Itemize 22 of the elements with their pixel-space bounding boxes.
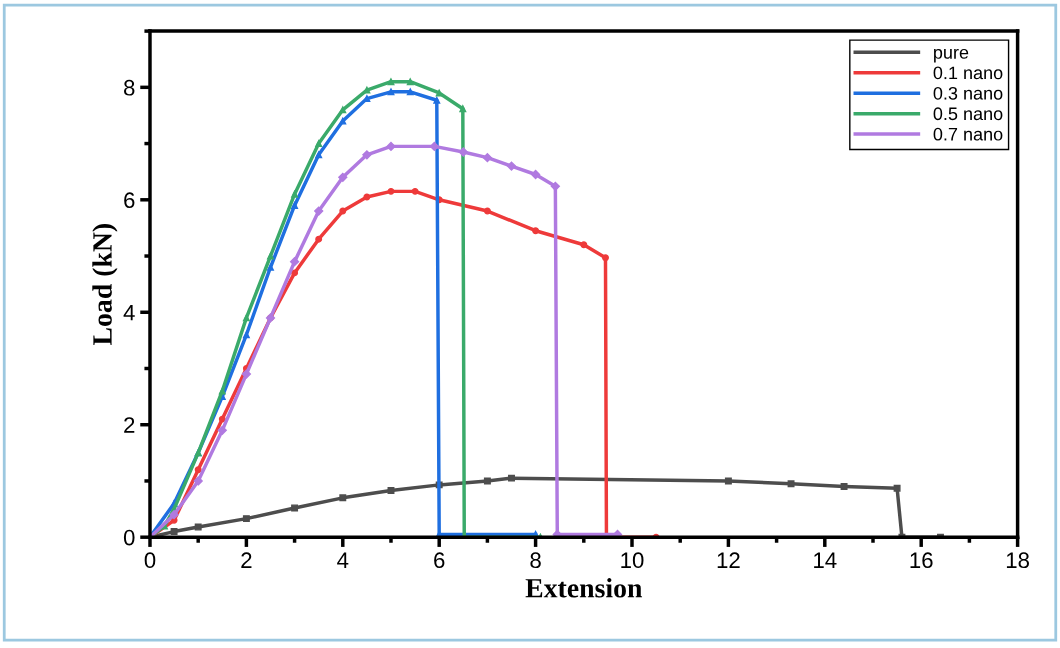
x-tick-label: 0 [144, 552, 156, 569]
x-tick-label: 8 [530, 552, 541, 569]
x-tick-label: 18 [1006, 552, 1029, 569]
x-tick-label: 14 [814, 552, 837, 568]
legend-label: 0.1 nano [933, 66, 1003, 80]
x-tick-label: 16 [910, 552, 933, 569]
y-tick-label: 0 [123, 529, 135, 546]
x-tick-label: 4 [337, 552, 349, 568]
x-tick-label: 2 [241, 552, 252, 568]
y-tick-label: 6 [124, 192, 135, 209]
y-tick-label: 4 [123, 305, 135, 321]
x-axis-title: Extension [525, 578, 643, 598]
y-axis-title: Load (kN) [92, 224, 118, 346]
x-tick-label: 10 [621, 552, 644, 569]
y-tick-label: 8 [124, 79, 135, 96]
x-tick-label: 12 [717, 552, 740, 568]
legend-label: 0.5 nano [933, 107, 1003, 121]
legend-label: 0.7 nano [933, 127, 1003, 141]
x-tick-label: 6 [434, 552, 445, 569]
y-tick-label: 2 [124, 417, 135, 433]
legend-label: pure [934, 48, 969, 63]
legend-label: 0.3 nano [933, 86, 1003, 100]
